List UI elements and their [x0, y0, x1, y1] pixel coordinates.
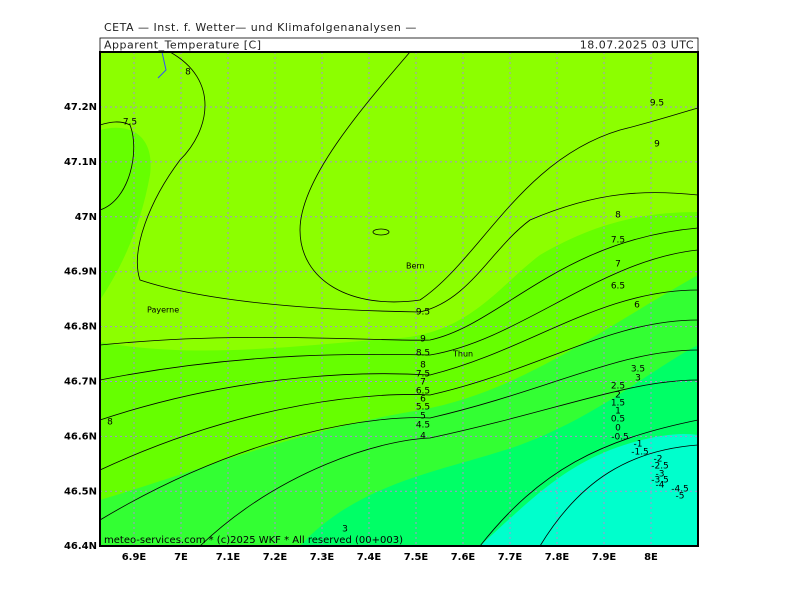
- place-name: Payerne: [147, 306, 179, 315]
- valid-time: 18.07.2025 03 UTC: [580, 39, 694, 52]
- contour-label: 9.5: [416, 308, 430, 318]
- lake-shore: [157, 51, 167, 79]
- contour-label: 6.5: [611, 282, 625, 292]
- contour-label: -3.5: [651, 476, 669, 486]
- contour-label: 9: [654, 140, 660, 150]
- copyright: meteo-services.com * (c)2025 WKF * All r…: [104, 535, 403, 546]
- lat-label: 46.8N: [64, 322, 97, 333]
- isotherm: [99, 349, 699, 521]
- place-name: Bern: [406, 262, 425, 271]
- lon-label: 7.1E: [216, 552, 241, 563]
- contour-label: -2: [654, 455, 663, 465]
- contour-label: 6: [634, 301, 640, 311]
- lon-label: 7.4E: [357, 552, 382, 563]
- contour-label: 2: [615, 391, 621, 401]
- lat-label: 47.2N: [64, 102, 97, 113]
- contour-label: -0.5: [611, 433, 629, 443]
- contour-label: 6.5: [416, 387, 430, 397]
- shade-8-nw: [100, 127, 151, 300]
- contour-label: -1: [634, 440, 643, 450]
- lon-label: 7.3E: [310, 552, 335, 563]
- isotherm: [199, 379, 699, 547]
- contour-label: 8: [185, 68, 191, 78]
- lat-label: 47.1N: [64, 157, 97, 168]
- isotherm: [299, 51, 699, 303]
- lat-label: 46.6N: [64, 431, 97, 442]
- contour-label: 8.5: [416, 349, 430, 359]
- contour-label: 7.5: [611, 236, 625, 246]
- lon-label: 7.7E: [498, 552, 523, 563]
- contour-label: 8: [107, 418, 113, 428]
- contour-label: 4.5: [416, 421, 430, 431]
- lon-label: 7.5E: [404, 552, 429, 563]
- contour-label: 7: [615, 260, 621, 270]
- contour-label: -2.5: [651, 462, 669, 472]
- lat-label: 46.4N: [64, 541, 97, 552]
- isotherm: [99, 121, 135, 211]
- lon-label: 7.2E: [263, 552, 288, 563]
- contour-label: 3: [635, 374, 641, 384]
- lon-label: 7.9E: [592, 552, 617, 563]
- contour-label: 5.5: [416, 403, 430, 413]
- isotherm: [99, 227, 699, 346]
- contour-label: 8: [420, 361, 426, 371]
- lat-label: 46.5N: [64, 486, 97, 497]
- contour-label: 5: [420, 412, 426, 422]
- contour-label: 9: [420, 335, 426, 345]
- lat-label: 46.7N: [64, 377, 97, 388]
- isotherm: [137, 51, 699, 313]
- lat-label: 47N: [75, 212, 97, 223]
- contour-label: 3: [342, 525, 348, 535]
- shade-0: [480, 433, 698, 546]
- contour-label: -4.5: [671, 485, 689, 495]
- contour-label: -3: [656, 470, 665, 480]
- contour-label: 7: [420, 378, 426, 388]
- source-title: CETA — Inst. f. Wetter— und Klimafolgena…: [104, 21, 417, 34]
- contour-label: 9.5: [650, 99, 664, 109]
- field-title: Apparent_Temperature [C]: [104, 39, 262, 52]
- lon-label: 7E: [174, 552, 188, 563]
- field-shading: [100, 52, 698, 546]
- isotherm: [99, 319, 699, 471]
- isotherm: [539, 444, 699, 547]
- lon-label: 6.9E: [122, 552, 147, 563]
- contour-label: 7.5: [416, 370, 430, 380]
- lon-label: 8E: [644, 552, 658, 563]
- contour-label: 2.5: [611, 382, 625, 392]
- isotherm: [372, 228, 390, 236]
- lon-label: 7.6E: [451, 552, 476, 563]
- contour-label: 1: [615, 407, 621, 417]
- isotherm: [99, 289, 699, 421]
- lon-label: 7.8E: [545, 552, 570, 563]
- contour-label: 8: [615, 211, 621, 221]
- contour-label: 7.5: [123, 118, 137, 128]
- contour-label: 0.5: [611, 415, 625, 425]
- isotherm: [479, 419, 699, 547]
- isotherms: [99, 51, 699, 547]
- place-name: Thun: [452, 350, 473, 359]
- contour-label: 4: [420, 432, 426, 442]
- contour-label: -5: [676, 492, 685, 502]
- contour-label: 0: [615, 424, 621, 434]
- contour-label: 1.5: [611, 399, 625, 409]
- lat-label: 46.9N: [64, 267, 97, 278]
- contour-label: 6: [420, 395, 426, 405]
- map-frame: [99, 51, 699, 547]
- contour-label: -1.5: [631, 448, 649, 458]
- isotherm: [99, 249, 699, 381]
- contour-label: 3.5: [631, 365, 645, 375]
- contour-label: -4: [656, 481, 665, 491]
